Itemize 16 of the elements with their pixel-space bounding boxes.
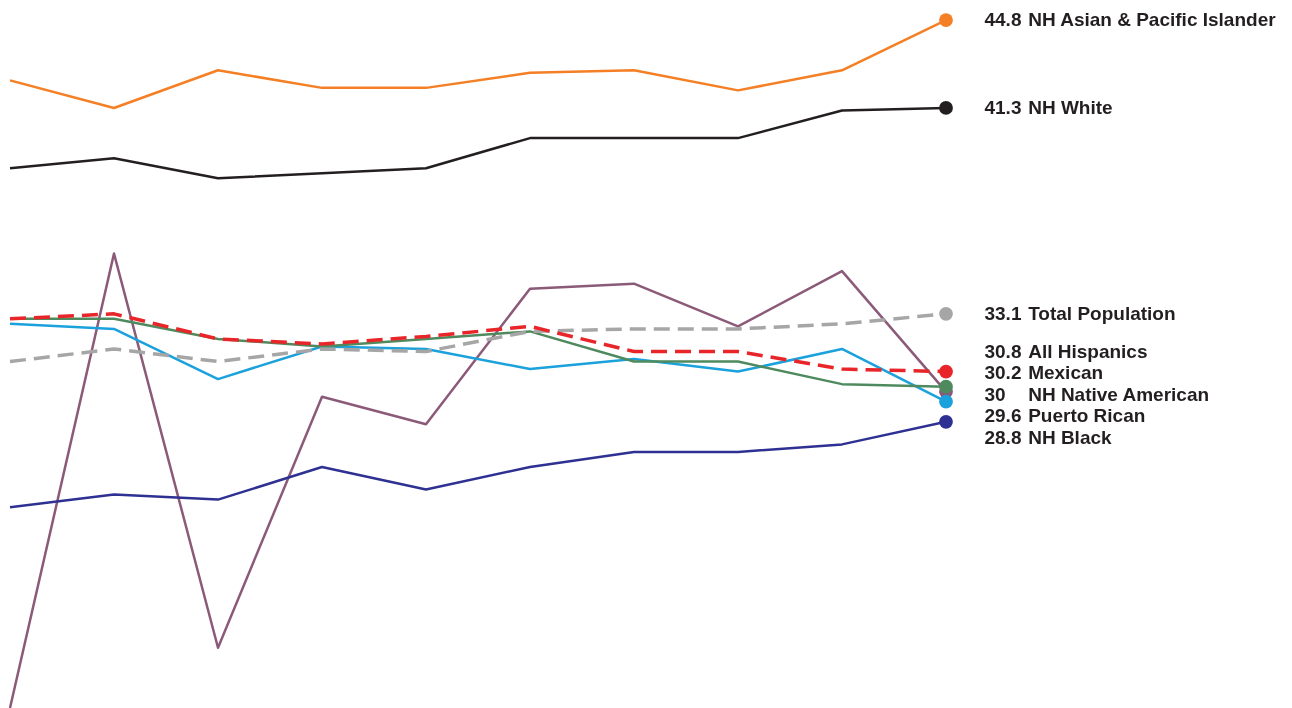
data-label: 33.1: [984, 302, 1022, 324]
text: NH Native American: [1028, 383, 1210, 405]
text: Total Population: [1028, 302, 1176, 324]
text: NH Asian & Pacific Islander: [1028, 9, 1277, 31]
text: Puerto Rican: [1028, 405, 1146, 427]
data-label: 28.8: [984, 426, 1022, 448]
data-label: 44.8: [984, 9, 1022, 31]
data-label: 30.2: [984, 362, 1022, 384]
text: Mexican: [1028, 362, 1104, 384]
text: All Hispanics: [1028, 340, 1148, 362]
data-label: 29.6: [984, 405, 1022, 427]
data-label: 41.3: [984, 96, 1022, 118]
text: NH White: [1028, 96, 1113, 118]
data-label: 30.8: [984, 340, 1022, 362]
data-label: 30: [984, 383, 1006, 405]
text: NH Black: [1028, 426, 1113, 448]
